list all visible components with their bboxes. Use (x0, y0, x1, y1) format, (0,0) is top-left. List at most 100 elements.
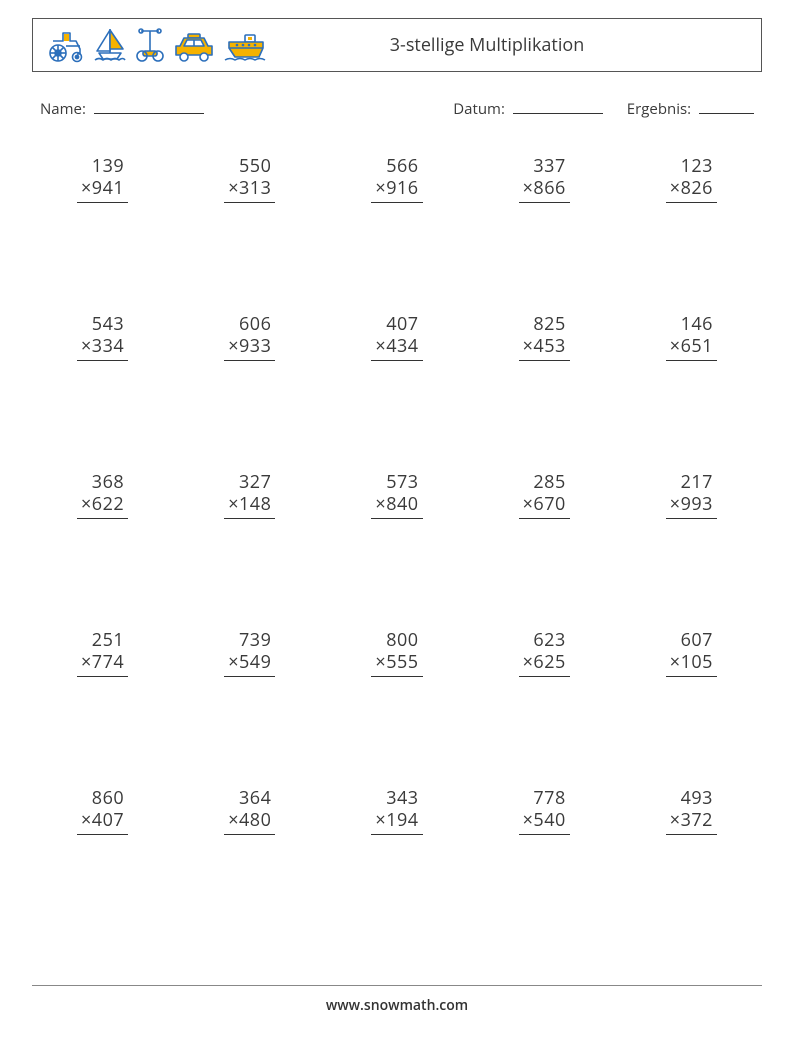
problem: 800×555 (328, 629, 465, 677)
multiplier: ×993 (666, 493, 717, 519)
header-icons (47, 27, 267, 63)
problem-inner: 573×840 (371, 471, 422, 519)
problem-inner: 407×434 (371, 313, 422, 361)
problem: 493×372 (623, 787, 760, 835)
multiplicand: 146 (666, 313, 717, 336)
problem: 739×549 (181, 629, 318, 677)
problem: 123×826 (623, 155, 760, 203)
segway-icon (135, 27, 165, 63)
multiplier: ×826 (666, 177, 717, 203)
multiplicand: 566 (371, 155, 422, 178)
footer: www.snowmath.com (0, 985, 794, 1039)
multiplier: ×407 (77, 809, 128, 835)
problem: 251×774 (34, 629, 171, 677)
multiplicand: 337 (519, 155, 570, 178)
date-label: Datum: (453, 99, 505, 119)
problem: 607×105 (623, 629, 760, 677)
problem-inner: 343×194 (371, 787, 422, 835)
problem: 860×407 (34, 787, 171, 835)
problem: 573×840 (328, 471, 465, 519)
tractor-icon (47, 29, 85, 63)
title-wrap: 3-stellige Multiplikation (267, 33, 747, 57)
footer-text: www.snowmath.com (0, 996, 794, 1039)
multiplier: ×916 (371, 177, 422, 203)
multiplier: ×651 (666, 335, 717, 361)
multiplier: ×555 (371, 651, 422, 677)
multiplicand: 217 (666, 471, 717, 494)
taxi-icon (173, 33, 215, 63)
multiplicand: 573 (371, 471, 422, 494)
problem-inner: 139×941 (77, 155, 128, 203)
multiplicand: 123 (666, 155, 717, 178)
problem: 285×670 (476, 471, 613, 519)
problems-grid: 139×941550×313566×916337×866123×826543×3… (32, 155, 762, 835)
multiplicand: 860 (77, 787, 128, 810)
multiplier: ×866 (519, 177, 570, 203)
problem-inner: 800×555 (371, 629, 422, 677)
multiplicand: 364 (224, 787, 275, 810)
multiplicand: 493 (666, 787, 717, 810)
multiplier: ×148 (224, 493, 275, 519)
multiplicand: 606 (224, 313, 275, 336)
result-label: Ergebnis: (627, 99, 691, 119)
problem: 778×540 (476, 787, 613, 835)
problem-inner: 123×826 (666, 155, 717, 203)
multiplicand: 368 (77, 471, 128, 494)
multiplier: ×549 (224, 651, 275, 677)
problem-inner: 607×105 (666, 629, 717, 677)
multiplicand: 800 (371, 629, 422, 652)
meta-date: Datum: (453, 98, 603, 119)
problem-inner: 327×148 (224, 471, 275, 519)
multiplier: ×670 (519, 493, 570, 519)
problem: 550×313 (181, 155, 318, 203)
footer-rule (32, 985, 762, 986)
multiplicand: 407 (371, 313, 422, 336)
multiplier: ×840 (371, 493, 422, 519)
multiplier: ×480 (224, 809, 275, 835)
problem: 217×993 (623, 471, 760, 519)
problem: 825×453 (476, 313, 613, 361)
problem-inner: 251×774 (77, 629, 128, 677)
multiplier: ×105 (666, 651, 717, 677)
problem: 623×625 (476, 629, 613, 677)
problem-inner: 739×549 (224, 629, 275, 677)
multiplier: ×194 (371, 809, 422, 835)
multiplicand: 251 (77, 629, 128, 652)
problem-inner: 550×313 (224, 155, 275, 203)
problem-inner: 217×993 (666, 471, 717, 519)
multiplier: ×774 (77, 651, 128, 677)
problem-inner: 285×670 (519, 471, 570, 519)
problem-inner: 337×866 (519, 155, 570, 203)
multiplicand: 825 (519, 313, 570, 336)
problem-inner: 368×622 (77, 471, 128, 519)
multiplier: ×453 (519, 335, 570, 361)
problem: 543×334 (34, 313, 171, 361)
multiplier: ×313 (224, 177, 275, 203)
name-label: Name: (40, 99, 86, 119)
ship-icon (223, 33, 267, 63)
multiplicand: 343 (371, 787, 422, 810)
multiplicand: 285 (519, 471, 570, 494)
result-blank[interactable] (699, 98, 754, 114)
multiplicand: 543 (77, 313, 128, 336)
problem-inner: 825×453 (519, 313, 570, 361)
multiplier: ×941 (77, 177, 128, 203)
worksheet-page: 3-stellige Multiplikation Name: Datum: E… (0, 0, 794, 835)
problem-inner: 493×372 (666, 787, 717, 835)
multiplier: ×933 (224, 335, 275, 361)
multiplier: ×372 (666, 809, 717, 835)
sailboat-icon (93, 27, 127, 63)
problem-inner: 364×480 (224, 787, 275, 835)
problem: 343×194 (328, 787, 465, 835)
multiplier: ×434 (371, 335, 422, 361)
multiplicand: 607 (666, 629, 717, 652)
problem-inner: 543×334 (77, 313, 128, 361)
problem: 327×148 (181, 471, 318, 519)
problem: 368×622 (34, 471, 171, 519)
date-blank[interactable] (513, 98, 603, 114)
problem: 606×933 (181, 313, 318, 361)
multiplicand: 139 (77, 155, 128, 178)
multiplicand: 327 (224, 471, 275, 494)
problem: 407×434 (328, 313, 465, 361)
name-blank[interactable] (94, 98, 204, 114)
